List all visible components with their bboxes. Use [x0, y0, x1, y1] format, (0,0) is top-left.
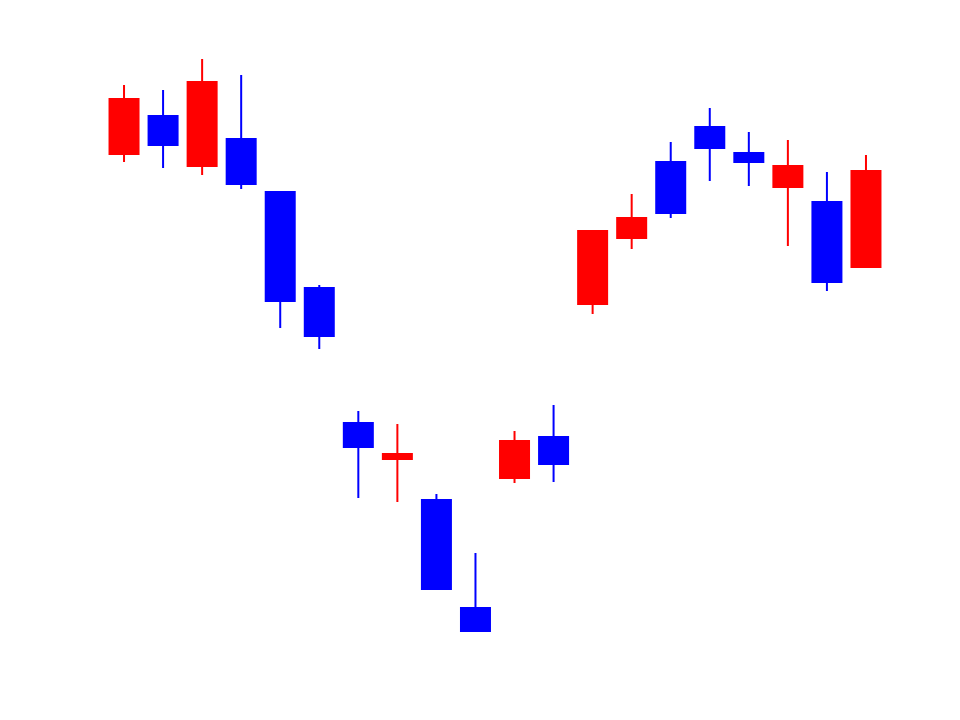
- candle-body: [264, 191, 296, 302]
- candle-body: [655, 161, 687, 214]
- candle-body: [538, 436, 570, 465]
- candle-body: [225, 138, 257, 185]
- candle-body: [108, 98, 140, 155]
- candle-body: [342, 422, 374, 448]
- candle-body: [499, 440, 531, 479]
- candle-body: [850, 170, 882, 268]
- candle-body: [381, 453, 413, 460]
- candle-body: [147, 115, 179, 146]
- candle-body: [616, 217, 648, 239]
- candle-body: [577, 230, 609, 305]
- candle-body: [186, 81, 218, 167]
- candle-body: [772, 165, 804, 188]
- candle-body: [303, 287, 335, 337]
- candle-body: [459, 607, 491, 632]
- candle-body: [811, 201, 843, 283]
- candle-body: [420, 499, 452, 590]
- candle-body: [733, 152, 765, 163]
- candle-body: [694, 126, 726, 149]
